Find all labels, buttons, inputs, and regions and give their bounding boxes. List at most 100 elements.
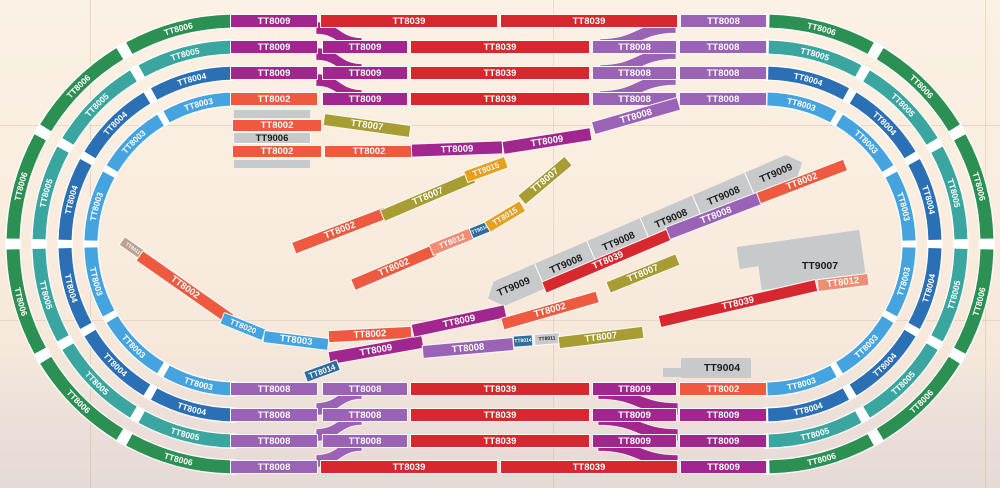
curve-segment-TT8003[interactable] (106, 114, 165, 173)
track-piece-TT8008[interactable]: TT8008 (230, 382, 318, 396)
track-piece[interactable] (233, 159, 311, 169)
track-piece-TT8008[interactable]: TT8008 (230, 460, 318, 474)
curve-segment-TT8004[interactable] (767, 388, 850, 422)
track-piece-TT8009[interactable]: TT8009 (322, 66, 408, 80)
curve-segment-TT8004[interactable] (908, 247, 942, 330)
track-piece-TT8039[interactable]: TT8039 (500, 14, 678, 28)
track-piece-TT8009[interactable]: TT8009 (592, 434, 677, 448)
curve-segment-TT8006[interactable] (954, 134, 994, 239)
curve-segment-TT8005[interactable] (768, 411, 862, 448)
track-piece-TT8002[interactable]: TT8002 (232, 144, 322, 158)
curve-segment-TT8006[interactable] (876, 48, 960, 132)
curve-segment-TT8004[interactable] (849, 92, 916, 159)
curve-segment-TT8006[interactable] (6, 249, 46, 354)
track-piece-TT8039[interactable]: TT8039 (410, 40, 590, 54)
curve-segment-TT8006[interactable] (40, 356, 124, 440)
track-piece-TT8039[interactable]: TT8039 (410, 434, 590, 448)
curve-segment-TT8003[interactable] (84, 171, 115, 241)
track-piece-label: TT8039 (483, 383, 517, 395)
building-TT9007[interactable] (736, 243, 768, 269)
curve-segment-TT8004[interactable] (908, 158, 942, 241)
curve-segment-TT8006[interactable] (954, 249, 994, 354)
curve-segment-TT8004[interactable] (767, 66, 850, 100)
track-piece-TT8009[interactable]: TT8009 (230, 14, 318, 28)
curve-segment-TT8003[interactable] (84, 247, 115, 317)
building-TT9004[interactable] (663, 367, 691, 377)
curve-segment-TT8005[interactable] (138, 40, 232, 77)
track-piece-TT8009[interactable]: TT8009 (592, 382, 677, 396)
curve-segment-TT8003[interactable] (767, 365, 837, 396)
track-piece-TT8039[interactable]: TT8039 (320, 14, 498, 28)
curve-segment-TT8006[interactable] (876, 356, 960, 440)
track-piece-TT8011[interactable]: TT8011 (533, 332, 561, 346)
track-piece-TT8009[interactable]: TT8009 (592, 408, 677, 422)
track-piece-TT8008[interactable]: TT8008 (679, 66, 767, 80)
track-piece-TT8008[interactable]: TT8008 (230, 408, 318, 422)
track-piece-TT8014[interactable]: TT8014 (512, 334, 534, 348)
baseboard-line (0, 125, 1000, 126)
track-piece-TT9006[interactable]: TT9006 (233, 132, 311, 144)
track-piece-TT8002[interactable]: TT8002 (324, 144, 414, 158)
track-piece-TT8039[interactable]: TT8039 (500, 460, 678, 474)
curve-segment-TT8005[interactable] (863, 70, 938, 145)
curve-segment-TT8005[interactable] (138, 411, 232, 448)
curve-segment-TT8003[interactable] (835, 315, 894, 374)
track-piece-TT8039[interactable]: TT8039 (410, 382, 590, 396)
curve-segment-TT8003[interactable] (767, 92, 837, 123)
track-piece-TT8008[interactable]: TT8008 (322, 434, 408, 448)
track-piece-TT8002[interactable]: TT8002 (232, 118, 322, 132)
track-piece-TT8008[interactable]: TT8008 (592, 40, 677, 54)
curve-segment-TT8006[interactable] (769, 14, 874, 54)
curve-segment-TT8004[interactable] (150, 66, 233, 100)
track-piece-TT8009[interactable]: TT8009 (230, 40, 318, 54)
track-piece-TT8009[interactable]: TT8009 (322, 92, 408, 106)
curve-segment-TT8003[interactable] (885, 247, 916, 317)
track-piece-TT8039[interactable]: TT8039 (410, 92, 590, 106)
track-piece-TT8002[interactable]: TT8002 (679, 382, 767, 396)
curve-segment-TT8005[interactable] (62, 343, 137, 418)
curve-segment-TT8005[interactable] (32, 146, 69, 240)
track-piece-TT8009[interactable]: TT8009 (679, 434, 767, 448)
curve-segment-TT8005[interactable] (863, 343, 938, 418)
curve-segment-TT8005[interactable] (931, 146, 968, 240)
curve-segment-TT8006[interactable] (40, 48, 124, 132)
curve-segment-TT8005[interactable] (62, 70, 137, 145)
track-piece-TT8008[interactable]: TT8008 (679, 92, 767, 106)
curve-segment-TT8004[interactable] (150, 388, 233, 422)
track-piece-TT8009[interactable]: TT8009 (322, 40, 408, 54)
track-piece-TT8008[interactable]: TT8008 (679, 40, 767, 54)
track-piece-TT8008[interactable]: TT8008 (322, 408, 408, 422)
curve-segment-TT8004[interactable] (84, 329, 151, 396)
curve-segment-TT8006[interactable] (6, 134, 46, 239)
curve-segment-TT8003[interactable] (163, 92, 233, 123)
curve-segment-TT8006[interactable] (126, 434, 231, 474)
track-piece-TT8008[interactable]: TT8008 (230, 434, 318, 448)
track-piece-TT8002[interactable]: TT8002 (230, 92, 318, 106)
curve-segment-TT8006[interactable] (126, 14, 231, 54)
track-piece-TT8008[interactable]: TT8008 (592, 66, 677, 80)
track-piece-TT8039[interactable]: TT8039 (320, 460, 498, 474)
track-piece-TT8009[interactable]: TT8009 (679, 408, 767, 422)
track-piece-TT8008[interactable]: TT8008 (322, 382, 408, 396)
curve-segment-TT8004[interactable] (58, 247, 92, 330)
curve-segment-TT8005[interactable] (32, 248, 69, 342)
curve-segment-TT8004[interactable] (84, 92, 151, 159)
track-piece-label: TT9007 (801, 260, 839, 272)
curve-segment-TT8004[interactable] (849, 329, 916, 396)
building-TT9004[interactable] (681, 358, 751, 378)
curve-segment-TT8004[interactable] (58, 158, 92, 241)
curve-segment-TT8005[interactable] (768, 40, 862, 77)
curve-segment-TT8003[interactable] (163, 365, 233, 396)
track-piece-TT8039[interactable]: TT8039 (410, 66, 590, 80)
curve-segment-TT8003[interactable] (835, 114, 894, 173)
track-piece-TT8009[interactable]: TT8009 (680, 460, 767, 474)
track-piece-label: TT8009 (706, 409, 740, 421)
track-piece-TT8039[interactable]: TT8039 (410, 408, 590, 422)
curve-segment-TT8003[interactable] (885, 171, 916, 241)
curve-segment-TT8005[interactable] (931, 248, 968, 342)
curve-segment-TT8003[interactable] (106, 315, 165, 374)
track-piece-TT8009[interactable]: TT8009 (230, 66, 318, 80)
curve-segment-TT8006[interactable] (769, 434, 874, 474)
track-piece-TT8008[interactable]: TT8008 (680, 14, 767, 28)
track-piece[interactable] (233, 109, 311, 119)
